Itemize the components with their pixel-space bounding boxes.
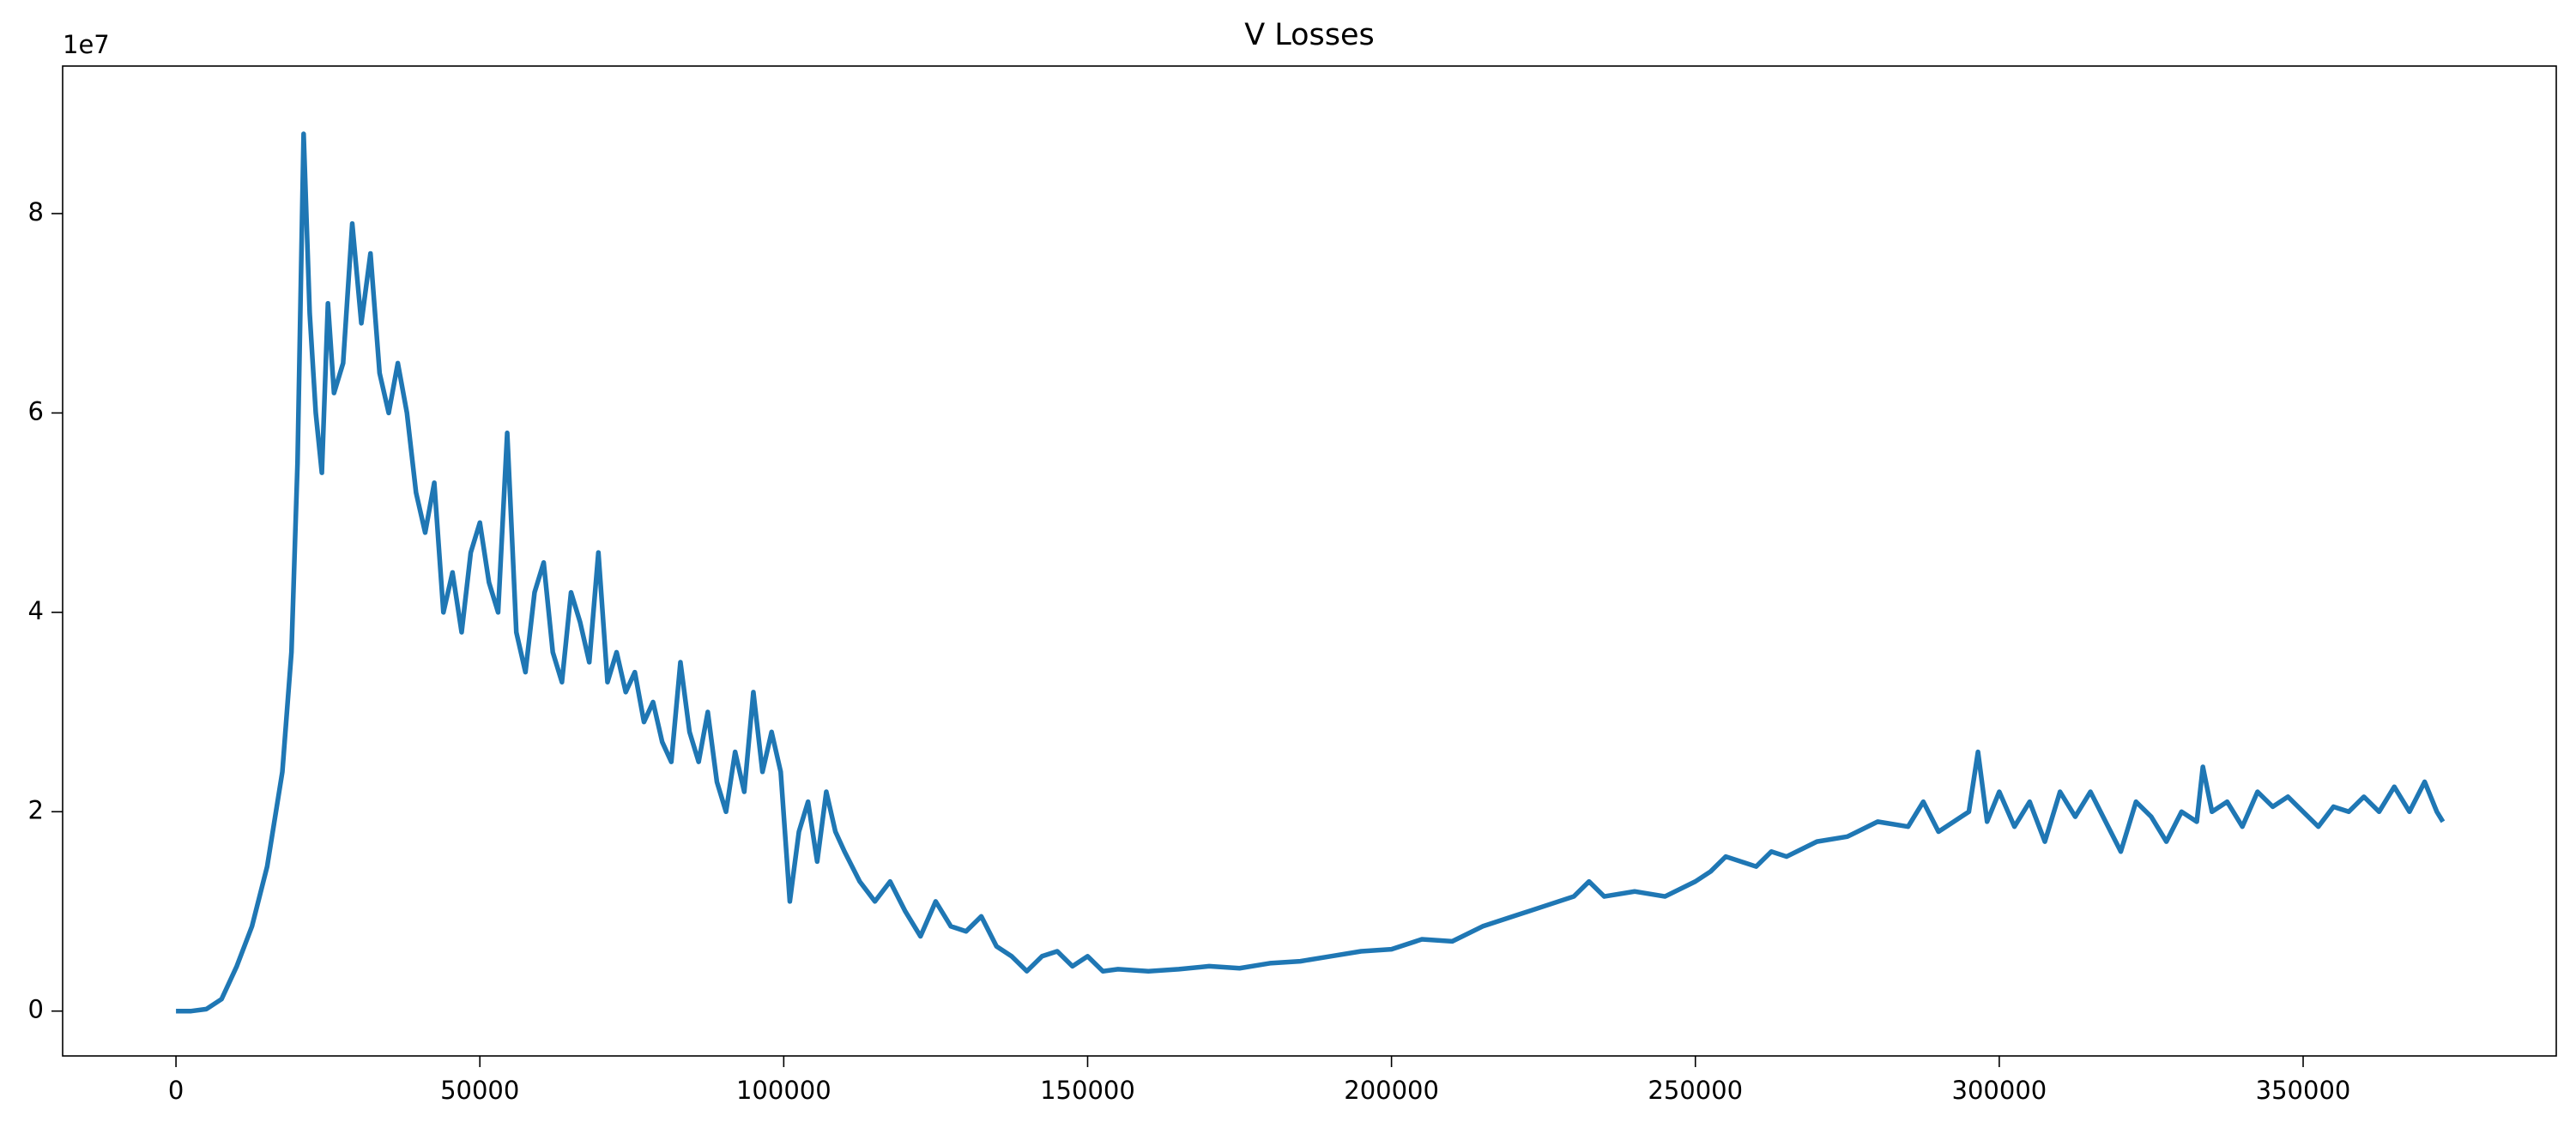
y-offset-label: 1e7: [63, 30, 110, 59]
y-tick-label: 8: [28, 197, 44, 226]
y-tick-label: 4: [28, 596, 44, 625]
x-tick-label: 300000: [1952, 1076, 2047, 1105]
plot-frame: [62, 65, 2557, 1057]
x-tick-label: 250000: [1648, 1076, 1743, 1105]
x-tick-label: 100000: [736, 1076, 831, 1105]
x-tick-label: 150000: [1040, 1076, 1135, 1105]
data-line: [176, 131, 2446, 1014]
x-tick-label: 50000: [440, 1076, 519, 1105]
y-tick-label: 0: [28, 995, 44, 1024]
x-tick-label: 200000: [1344, 1076, 1439, 1105]
chart-title: V Losses: [1244, 18, 1375, 52]
y-tick-label: 6: [28, 396, 44, 425]
x-tick-label: 350000: [2256, 1076, 2351, 1105]
y-tick-label: 2: [28, 795, 44, 824]
x-tick-label: 0: [168, 1076, 184, 1105]
